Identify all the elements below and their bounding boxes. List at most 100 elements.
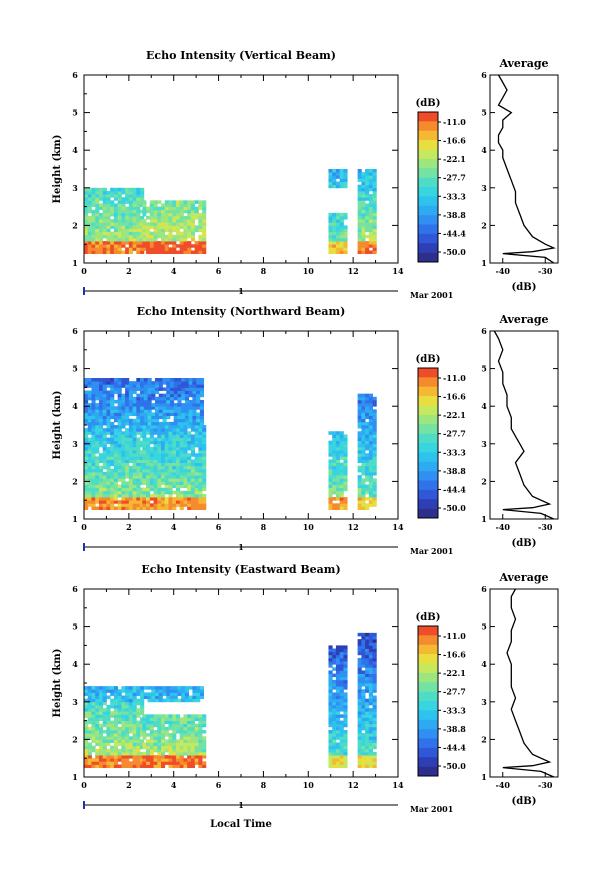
- echo-cell: [106, 421, 111, 426]
- colorbar-unit: (dB): [416, 612, 441, 623]
- echo-cell: [194, 247, 199, 251]
- echo-cell: [372, 711, 377, 715]
- echo-cell: [84, 497, 89, 501]
- echo-cell: [202, 720, 207, 725]
- echo-cell: [161, 209, 166, 214]
- echo-cell: [98, 500, 104, 504]
- echo-cell: [183, 764, 188, 768]
- echo-cell: [106, 726, 111, 731]
- echo-cell: [84, 197, 89, 201]
- echo-cell: [196, 415, 201, 420]
- echo-cell: [102, 711, 107, 715]
- echo-cell: [117, 203, 122, 207]
- echo-cell: [143, 695, 148, 700]
- echo-cell: [102, 472, 107, 476]
- echo-cell: [136, 437, 141, 442]
- echo-cell: [179, 216, 184, 220]
- echo-cell: [372, 636, 377, 640]
- colorbar-swatch: [418, 489, 438, 500]
- echo-cell: [140, 475, 145, 479]
- echo-cell: [361, 673, 366, 678]
- echo-cell: [110, 237, 115, 242]
- echo-cell: [110, 212, 115, 217]
- echo-cell: [164, 200, 169, 204]
- echo-cell: [153, 739, 158, 743]
- echo-cell: [140, 726, 145, 731]
- echo-cell: [142, 720, 147, 725]
- echo-cell: [372, 425, 377, 429]
- echo-cell: [194, 212, 199, 217]
- echo-cell: [365, 648, 370, 653]
- echo-cell: [121, 406, 126, 410]
- echo-cell: [343, 664, 348, 668]
- echo-cell: [172, 446, 177, 451]
- echo-cell: [175, 200, 181, 204]
- echo-cell: [102, 396, 107, 401]
- echo-cell: [146, 497, 151, 501]
- echo-cell: [140, 200, 145, 204]
- echo-cell: [194, 228, 199, 233]
- echo-cell: [183, 730, 188, 734]
- echo-cell: [368, 648, 373, 653]
- echo-cell: [84, 219, 89, 223]
- echo-cell: [128, 412, 133, 416]
- echo-cell: [140, 216, 145, 220]
- echo-cell: [183, 500, 188, 504]
- echo-cell: [98, 378, 104, 382]
- echo-cell: [106, 197, 111, 201]
- echo-cell: [84, 742, 89, 747]
- echo-cell: [172, 503, 177, 507]
- echo-cell: [110, 440, 115, 445]
- echo-cell: [95, 237, 100, 242]
- echo-cell: [357, 399, 362, 404]
- echo-cell: [153, 425, 158, 429]
- echo-cell: [172, 250, 177, 254]
- echo-cell: [179, 237, 184, 242]
- echo-cell: [87, 475, 92, 479]
- echo-cell: [343, 648, 348, 653]
- echo-cell: [125, 434, 130, 438]
- echo-cell: [98, 490, 104, 495]
- echo-cell: [136, 500, 141, 504]
- echo-cell: [87, 190, 92, 195]
- echo-cell: [87, 720, 92, 725]
- echo-cell: [361, 216, 366, 220]
- echo-cell: [113, 478, 119, 482]
- colorbar-swatch: [418, 252, 438, 263]
- echo-cell: [328, 431, 333, 435]
- echo-cell: [84, 437, 89, 442]
- echo-cell: [140, 228, 145, 233]
- echo-cell: [328, 742, 333, 747]
- echo-cell: [175, 234, 181, 239]
- echo-cell: [202, 209, 207, 214]
- echo-cell: [332, 679, 337, 684]
- echo-cell: [132, 761, 137, 765]
- echo-cell: [147, 403, 152, 407]
- echo-cell: [361, 726, 366, 731]
- echo-cell: [335, 456, 341, 460]
- echo-cell: [84, 247, 89, 251]
- echo-cell: [184, 412, 190, 416]
- echo-cell: [183, 231, 188, 236]
- echo-cell: [91, 421, 96, 426]
- echo-cell: [142, 428, 147, 432]
- echo-cell: [335, 175, 341, 179]
- echo-cell: [332, 244, 337, 248]
- echo-cell: [164, 446, 169, 451]
- echo-cell: [95, 194, 100, 198]
- echo-cell: [332, 234, 337, 239]
- echo-cell: [365, 701, 370, 706]
- echo-cell: [136, 764, 141, 768]
- echo-cell: [136, 751, 141, 756]
- echo-cell: [365, 241, 370, 245]
- echo-cell: [190, 244, 196, 248]
- echo-cell: [175, 222, 181, 226]
- echo-cell: [183, 497, 188, 501]
- echo-cell: [125, 387, 130, 391]
- echo-cell: [335, 431, 341, 435]
- echo-cell: [142, 247, 147, 251]
- echo-cell: [110, 755, 115, 759]
- echo-cell: [155, 409, 160, 413]
- echo-cell: [198, 250, 203, 254]
